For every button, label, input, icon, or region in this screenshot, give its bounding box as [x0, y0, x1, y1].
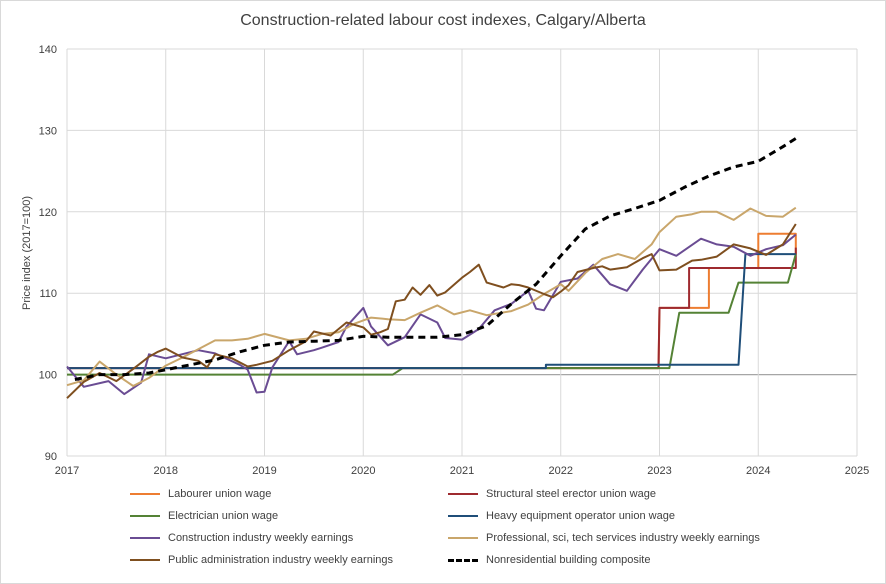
legend-item: Nonresidential building composite — [448, 554, 650, 566]
legend-item: Electrician union wage — [130, 510, 278, 522]
y-axis-label: Price index (2017=100) — [21, 196, 33, 310]
tick-labels: 90 100 110 120 130 140 2017 2018 2019 2020 2021 202… — [39, 44, 870, 477]
legend-swatch — [130, 559, 160, 561]
x-tick-label: 2020 — [351, 465, 375, 477]
series-line-2 — [67, 247, 797, 370]
y-tick-label: 140 — [39, 44, 57, 56]
y-tick-label: 100 — [39, 370, 57, 382]
legend-item: Professional, sci, tech services industr… — [448, 532, 760, 544]
legend-label: Nonresidential building composite — [486, 554, 651, 566]
y-tick-label: 130 — [39, 125, 57, 137]
legend-swatch — [130, 493, 160, 495]
series-line-3 — [67, 253, 797, 376]
x-tick-label: 2022 — [549, 465, 573, 477]
legend-swatch — [448, 515, 478, 517]
legend-label: Professional, sci, tech services industr… — [486, 532, 760, 544]
x-tick-label: 2018 — [154, 465, 178, 477]
legend-label: Heavy equipment operator union wage — [486, 510, 675, 522]
legend-item: Heavy equipment operator union wage — [448, 510, 675, 522]
legend-swatch — [448, 537, 478, 539]
legend-item: Public administration industry weekly ea… — [130, 554, 393, 566]
series-line-5 — [66, 233, 797, 396]
chart-title: Construction-related labour cost indexes… — [240, 12, 646, 29]
y-tick-label: 110 — [39, 288, 57, 300]
legend-label: Electrician union wage — [168, 510, 279, 522]
legend-swatch — [448, 493, 478, 495]
legend-item: Construction industry weekly earnings — [130, 532, 353, 544]
y-tick-label: 90 — [45, 451, 57, 463]
legend-item: Structural steel erector union wage — [448, 488, 656, 500]
legend-swatch — [448, 558, 478, 562]
series-line-8 — [74, 137, 797, 381]
x-tick-label: 2025 — [845, 465, 869, 477]
series-line-4 — [67, 253, 796, 370]
y-tick-label: 120 — [39, 207, 57, 219]
series-line-7 — [66, 223, 797, 399]
legend-label: Structural steel erector union wage — [486, 488, 656, 500]
x-tick-label: 2023 — [647, 465, 671, 477]
legend-label: Labourer union wage — [168, 488, 272, 500]
legend-swatch — [130, 537, 160, 539]
legend-swatch — [130, 515, 160, 517]
x-tick-label: 2017 — [55, 465, 79, 477]
legend-label: Construction industry weekly earnings — [168, 532, 354, 544]
legend-item: Labourer union wage — [130, 488, 271, 500]
legend-label: Public administration industry weekly ea… — [168, 554, 393, 566]
x-tick-label: 2021 — [450, 465, 474, 477]
x-tick-label: 2024 — [746, 465, 770, 477]
series-line-1 — [67, 232, 797, 370]
x-tick-label: 2019 — [252, 465, 276, 477]
gridlines — [66, 48, 858, 457]
series-lines — [66, 137, 797, 399]
series-line-6 — [66, 206, 797, 387]
